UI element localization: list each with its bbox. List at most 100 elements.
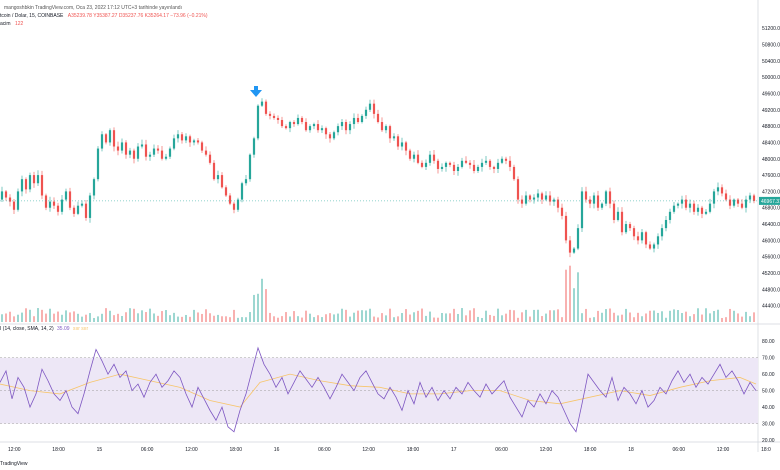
candle-body (708, 203, 712, 212)
candle-body (628, 224, 632, 229)
candle-body (196, 140, 200, 143)
volume-bar (129, 308, 131, 322)
candle-body (256, 105, 260, 139)
volume-bar (453, 308, 455, 322)
volume-bar (117, 313, 119, 322)
price-tick-label: 47600.00 (762, 173, 780, 179)
candle-body (424, 162, 428, 167)
candle-body (100, 134, 104, 149)
price-tick-label: 44400.00 (762, 304, 780, 310)
candle-body (436, 160, 440, 169)
rsi-tick-label: 70.00 (762, 356, 775, 362)
candle-body (252, 138, 256, 155)
volume-bar (649, 310, 651, 322)
volume-bar (429, 311, 431, 322)
candle-body (272, 115, 276, 118)
volume-bar (273, 316, 275, 322)
candle-body (376, 113, 380, 123)
candle-body (652, 244, 656, 249)
candle-body (96, 148, 100, 180)
candle-body (684, 199, 688, 208)
volume-bar (553, 310, 555, 322)
volume-bar (269, 312, 271, 322)
volume-bar (497, 308, 499, 322)
volume-bar (493, 315, 495, 322)
candle-body (420, 162, 424, 167)
volume-bar (457, 313, 459, 322)
candle-body (592, 195, 596, 204)
symbol-text: tcoin / Dolar, 15, COINBASE (0, 13, 64, 19)
candle-body (552, 199, 556, 202)
volume-bar (329, 313, 331, 322)
candle-body (496, 162, 500, 169)
candle-body (84, 203, 88, 218)
candle-body (748, 195, 752, 200)
volume-bar (333, 314, 335, 322)
volume-bar (165, 310, 167, 322)
last-price-label: 46967.31 (761, 199, 780, 205)
volume-bar (45, 313, 47, 322)
candle-body (600, 203, 604, 208)
candle-body (184, 136, 188, 141)
rsi-tick-label: 60.00 (762, 372, 775, 378)
volume-bar (717, 309, 719, 322)
candle-body (240, 183, 244, 200)
volume-bar (749, 316, 751, 322)
candle-body (180, 134, 184, 141)
volume-bar (461, 308, 463, 322)
volume-bar (249, 312, 251, 322)
candle-body (528, 195, 532, 200)
candle-body (364, 109, 368, 116)
rsi-value: 35.09 (57, 326, 70, 332)
candle-body (692, 203, 696, 212)
time-tick-label: 06:00 (318, 447, 331, 453)
candle-body (596, 195, 600, 208)
volume-bar (317, 315, 319, 322)
candle-body (352, 117, 356, 125)
candle-body (464, 160, 468, 163)
volume-bar (137, 313, 139, 322)
candle-body (428, 154, 432, 163)
volume-bar (73, 311, 75, 322)
volume-bar (413, 312, 415, 322)
volume-bar (173, 312, 175, 322)
candle-body (700, 207, 704, 214)
time-tick-label: 16 (274, 447, 280, 453)
volume-bar (305, 310, 307, 322)
volume-bar (501, 315, 503, 322)
time-tick-label: 18:0 (761, 447, 771, 453)
volume-bar (445, 313, 447, 322)
volume-bar (565, 269, 567, 322)
volume-bar (5, 313, 7, 322)
candle-body (736, 199, 740, 204)
candle-body (744, 199, 748, 208)
volume-bar (213, 315, 215, 322)
volume-bar (125, 312, 127, 322)
candle-body (72, 207, 76, 214)
volume-bar (69, 312, 71, 322)
volume-bar (229, 317, 231, 322)
time-tick-label: 12:00 (362, 447, 375, 453)
candle-body (28, 175, 32, 190)
volume-bar (629, 312, 631, 322)
volume-bar (161, 311, 163, 322)
volume-bar (385, 315, 387, 322)
volume-bar (665, 317, 667, 322)
volume-bar (9, 311, 11, 322)
volume-bar (21, 312, 23, 322)
candle-body (360, 115, 364, 123)
volume-bar (729, 308, 731, 322)
volume-bar (49, 308, 51, 322)
volume-bar (421, 308, 423, 322)
volume-bar (397, 316, 399, 322)
volume-bar (41, 309, 43, 322)
time-tick-label: 12:00 (185, 447, 198, 453)
candle-body (688, 203, 692, 208)
time-tick-label: 18:00 (407, 447, 420, 453)
candle-body (300, 117, 304, 123)
volume-bar (281, 316, 283, 322)
candle-body (44, 195, 48, 208)
price-tick-label: 50800.00 (762, 42, 780, 48)
candle-body (220, 175, 224, 188)
